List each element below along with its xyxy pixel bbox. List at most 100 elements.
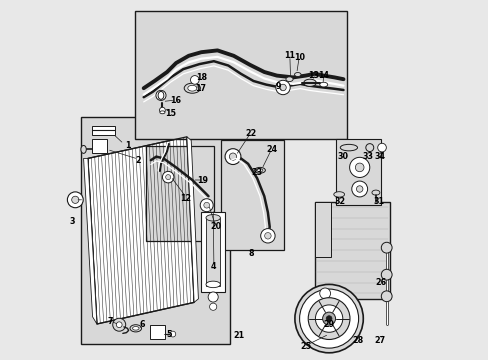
Bar (201, 212, 224, 292)
Text: 28: 28 (351, 336, 363, 345)
Circle shape (294, 284, 363, 353)
Text: 9: 9 (275, 82, 281, 91)
Circle shape (381, 269, 391, 280)
Ellipse shape (158, 91, 163, 99)
Circle shape (190, 76, 199, 84)
Bar (81, 117, 230, 344)
Circle shape (355, 163, 363, 172)
Text: 6: 6 (139, 320, 144, 329)
Ellipse shape (257, 168, 263, 172)
Polygon shape (83, 158, 97, 324)
Ellipse shape (205, 215, 220, 221)
Text: 17: 17 (195, 84, 205, 93)
Circle shape (322, 312, 335, 325)
Bar (205, 218, 220, 286)
Text: 4: 4 (211, 262, 216, 271)
Circle shape (209, 303, 216, 310)
Circle shape (325, 316, 331, 321)
Circle shape (381, 291, 391, 302)
Text: 14: 14 (318, 71, 328, 80)
Circle shape (275, 80, 289, 95)
Circle shape (224, 149, 241, 165)
Ellipse shape (333, 192, 344, 197)
Ellipse shape (132, 327, 139, 330)
Circle shape (319, 288, 330, 299)
Ellipse shape (81, 145, 86, 153)
Text: 27: 27 (373, 336, 384, 345)
Ellipse shape (294, 73, 301, 77)
Circle shape (113, 318, 125, 331)
Text: 11: 11 (284, 51, 295, 60)
Text: 16: 16 (169, 96, 181, 105)
Ellipse shape (254, 167, 265, 173)
Ellipse shape (319, 82, 327, 87)
Bar (91, 139, 106, 153)
Circle shape (299, 289, 358, 348)
Circle shape (377, 143, 386, 152)
Text: 15: 15 (165, 109, 176, 118)
Bar (150, 325, 165, 339)
Text: 10: 10 (293, 53, 304, 62)
Bar (336, 139, 381, 205)
Ellipse shape (365, 144, 373, 152)
Circle shape (156, 90, 166, 100)
Circle shape (203, 202, 209, 208)
Bar (221, 140, 284, 250)
Circle shape (315, 305, 342, 332)
Ellipse shape (160, 111, 164, 114)
Text: 19: 19 (197, 176, 208, 185)
Circle shape (351, 181, 367, 197)
Ellipse shape (340, 144, 357, 151)
Text: 20: 20 (210, 222, 221, 231)
Text: 25: 25 (300, 342, 311, 351)
Bar (314, 202, 330, 257)
Ellipse shape (371, 190, 379, 195)
Text: 21: 21 (233, 331, 244, 340)
Circle shape (165, 175, 170, 180)
Ellipse shape (303, 79, 316, 86)
Text: 23: 23 (251, 168, 262, 177)
Text: 32: 32 (334, 197, 345, 206)
Text: 31: 31 (373, 197, 384, 206)
Circle shape (200, 199, 213, 212)
Text: 30: 30 (337, 152, 348, 161)
Bar (91, 126, 115, 135)
Circle shape (159, 107, 165, 113)
Text: 18: 18 (195, 73, 206, 82)
Text: 1: 1 (124, 141, 130, 150)
Ellipse shape (130, 325, 141, 332)
Polygon shape (88, 137, 194, 324)
Ellipse shape (184, 83, 200, 93)
Circle shape (116, 322, 122, 328)
Circle shape (307, 298, 349, 339)
Bar (145, 146, 213, 241)
Circle shape (381, 242, 391, 253)
Bar (134, 11, 346, 139)
Circle shape (356, 186, 362, 192)
Ellipse shape (187, 85, 196, 91)
Text: 12: 12 (180, 194, 191, 202)
Bar (314, 202, 389, 299)
Text: 5: 5 (166, 330, 171, 338)
Ellipse shape (285, 77, 292, 82)
Text: 2: 2 (135, 156, 141, 165)
Text: 7: 7 (108, 317, 113, 325)
Circle shape (349, 157, 369, 177)
Text: 26: 26 (375, 278, 386, 287)
Circle shape (162, 171, 174, 183)
Circle shape (170, 331, 175, 337)
Circle shape (72, 196, 79, 203)
Text: 29: 29 (323, 320, 334, 329)
Circle shape (264, 233, 270, 239)
Text: 22: 22 (245, 129, 256, 138)
Text: 3: 3 (69, 217, 75, 226)
Polygon shape (186, 137, 198, 302)
Circle shape (260, 229, 275, 243)
Text: 34: 34 (374, 152, 385, 161)
Text: 13: 13 (308, 71, 319, 80)
Circle shape (67, 192, 83, 208)
Text: 24: 24 (266, 145, 277, 154)
Circle shape (229, 153, 236, 160)
Text: 33: 33 (362, 152, 373, 161)
Circle shape (279, 84, 285, 91)
